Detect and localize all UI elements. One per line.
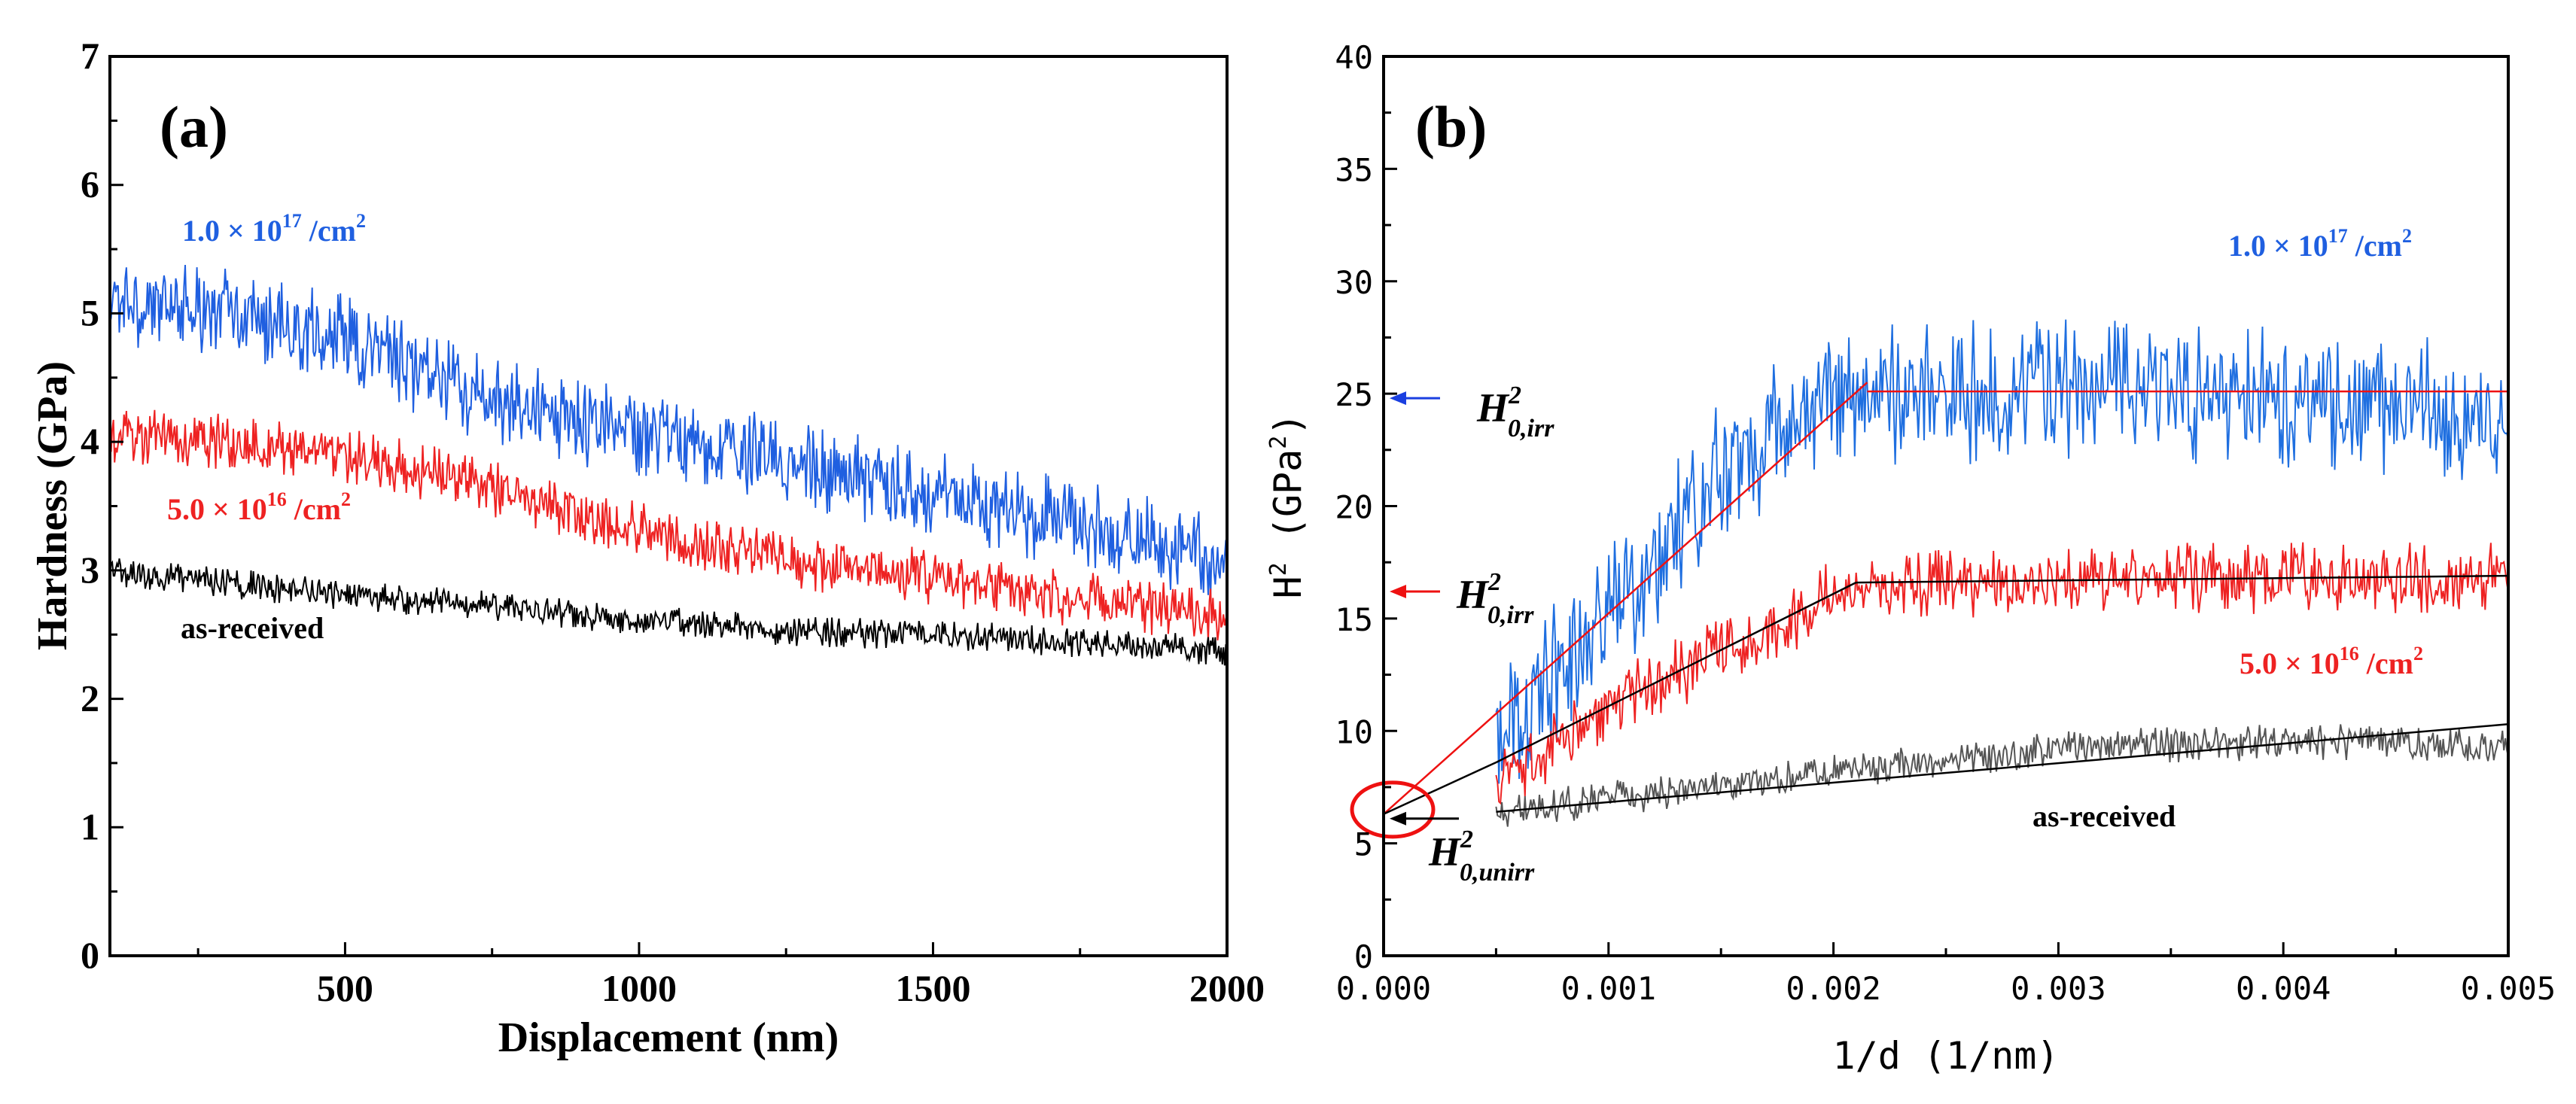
y-tick-label: 5 <box>1354 826 1373 863</box>
panel-b-label: (b) <box>1415 94 1487 160</box>
panel-a-series-group <box>109 264 1228 666</box>
y-tick-label: 2 <box>81 677 99 719</box>
panel-a-chart: 500 1000 1500 2000 0 1 2 3 4 5 6 7 (a) Displacement… <box>29 35 1265 1061</box>
y-tick-label: 7 <box>81 35 99 77</box>
h0-irr-high-arrow-head <box>1390 391 1406 406</box>
panel-b-fit-lines <box>1350 382 2509 839</box>
panel-b-ticks: 0.000 0.001 0.002 0.003 0.004 0.005 0 5 10 15 20 25… <box>1335 39 2556 1007</box>
panel-b-series-group <box>1495 319 2509 827</box>
intercept-circle <box>1350 780 1436 839</box>
fit-line <box>1383 761 1497 815</box>
y-tick-label: 1 <box>81 805 99 847</box>
series-line-5-0-10-cm- <box>1495 542 2509 805</box>
y-tick-label: 0 <box>81 934 99 976</box>
panel-b-label-as-received: as-received <box>2032 799 2176 833</box>
panel-b-annotations: H2 0,irr H2 0,irr H2 0,unirr <box>1390 382 1554 887</box>
series-line-1-0-10-cm- <box>1495 319 2509 784</box>
panel-b-y-axis-title: H2 (GPa2) <box>1265 413 1310 599</box>
series-line-1-0-10-cm- <box>109 264 1228 598</box>
y-tick-label: 25 <box>1335 376 1373 413</box>
panel-a-label: (a) <box>160 94 228 160</box>
y-tick-label: 0 <box>1354 938 1373 975</box>
y-tick-label: 15 <box>1335 601 1373 638</box>
y-tick-label: 5 <box>81 291 99 333</box>
x-tick-label: 1500 <box>895 967 970 1009</box>
h0-unirr-label: H2 0,unirr <box>1428 826 1535 887</box>
y-tick-label: 6 <box>81 163 99 205</box>
h0-irr-low-label: H2 0,irr <box>1456 568 1534 629</box>
x-tick-label: 2000 <box>1189 967 1265 1009</box>
panel-b-x-axis-title: 1/d (1/nm) <box>1832 1034 2059 1078</box>
panel-b-label-5e16: 5.0 × 1016 /cm2 <box>2240 643 2423 680</box>
y-tick-label: 4 <box>81 420 99 462</box>
x-tick-label: 0.000 <box>1336 970 1431 1007</box>
y-tick-label: 40 <box>1335 39 1373 76</box>
panel-a-x-axis-title: Displacement (nm) <box>498 1014 839 1061</box>
x-tick-label: 0.003 <box>2011 970 2106 1007</box>
x-tick-label: 1000 <box>601 967 677 1009</box>
series-line-as-received <box>1495 724 2509 827</box>
panel-a-label-as-received: as-received <box>181 611 324 645</box>
x-tick-label: 500 <box>317 967 373 1009</box>
fit-line <box>1495 581 1857 764</box>
series-line-5-0-10-cm- <box>109 409 1228 642</box>
panel-a-y-axis-title: Hardness (GPa) <box>29 361 76 650</box>
fit-line <box>1496 723 2509 814</box>
y-tick-label: 10 <box>1335 713 1373 750</box>
panel-a-label-5e16: 5.0 × 1016 /cm2 <box>167 488 351 526</box>
x-tick-label: 0.002 <box>1786 970 1880 1007</box>
panel-a-label-1e17: 1.0 × 1017 /cm2 <box>182 210 366 248</box>
y-tick-label: 30 <box>1335 264 1373 301</box>
panel-b-plot-frame <box>1382 55 2510 957</box>
y-tick-label: 3 <box>81 549 99 591</box>
h0-unirr-arrow-head <box>1390 811 1406 826</box>
x-tick-label: 0.005 <box>2461 970 2556 1007</box>
h0-irr-high-label: H2 0,irr <box>1476 382 1554 443</box>
y-tick-label: 35 <box>1335 151 1373 188</box>
panel-b-chart: 0.000 0.001 0.002 0.003 0.004 0.005 0 5 10 15 20 25… <box>1265 39 2556 1078</box>
panel-b-label-1e17: 1.0 × 1017 /cm2 <box>2228 225 2412 263</box>
h0-irr-low-arrow-head <box>1390 585 1406 599</box>
fit-line <box>1383 382 1868 815</box>
y-tick-label: 20 <box>1335 489 1373 526</box>
fit-line <box>1856 574 2509 584</box>
panel-a-ticks: 500 1000 1500 2000 0 1 2 3 4 5 6 7 <box>81 35 1265 1009</box>
x-tick-label: 0.001 <box>1561 970 1656 1007</box>
x-tick-label: 0.004 <box>2236 970 2331 1007</box>
series-line-as-received <box>109 558 1228 666</box>
